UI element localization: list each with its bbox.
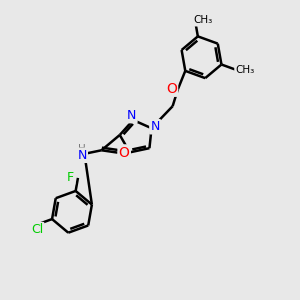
Text: CH₃: CH₃ <box>194 15 213 26</box>
Text: N: N <box>77 149 87 162</box>
Text: N: N <box>150 120 160 133</box>
Text: O: O <box>166 82 177 95</box>
Text: Cl: Cl <box>31 223 43 236</box>
Text: O: O <box>119 146 130 160</box>
Text: H: H <box>78 143 86 154</box>
Text: N: N <box>127 109 136 122</box>
Text: CH₃: CH₃ <box>235 65 254 75</box>
Text: F: F <box>67 171 74 184</box>
